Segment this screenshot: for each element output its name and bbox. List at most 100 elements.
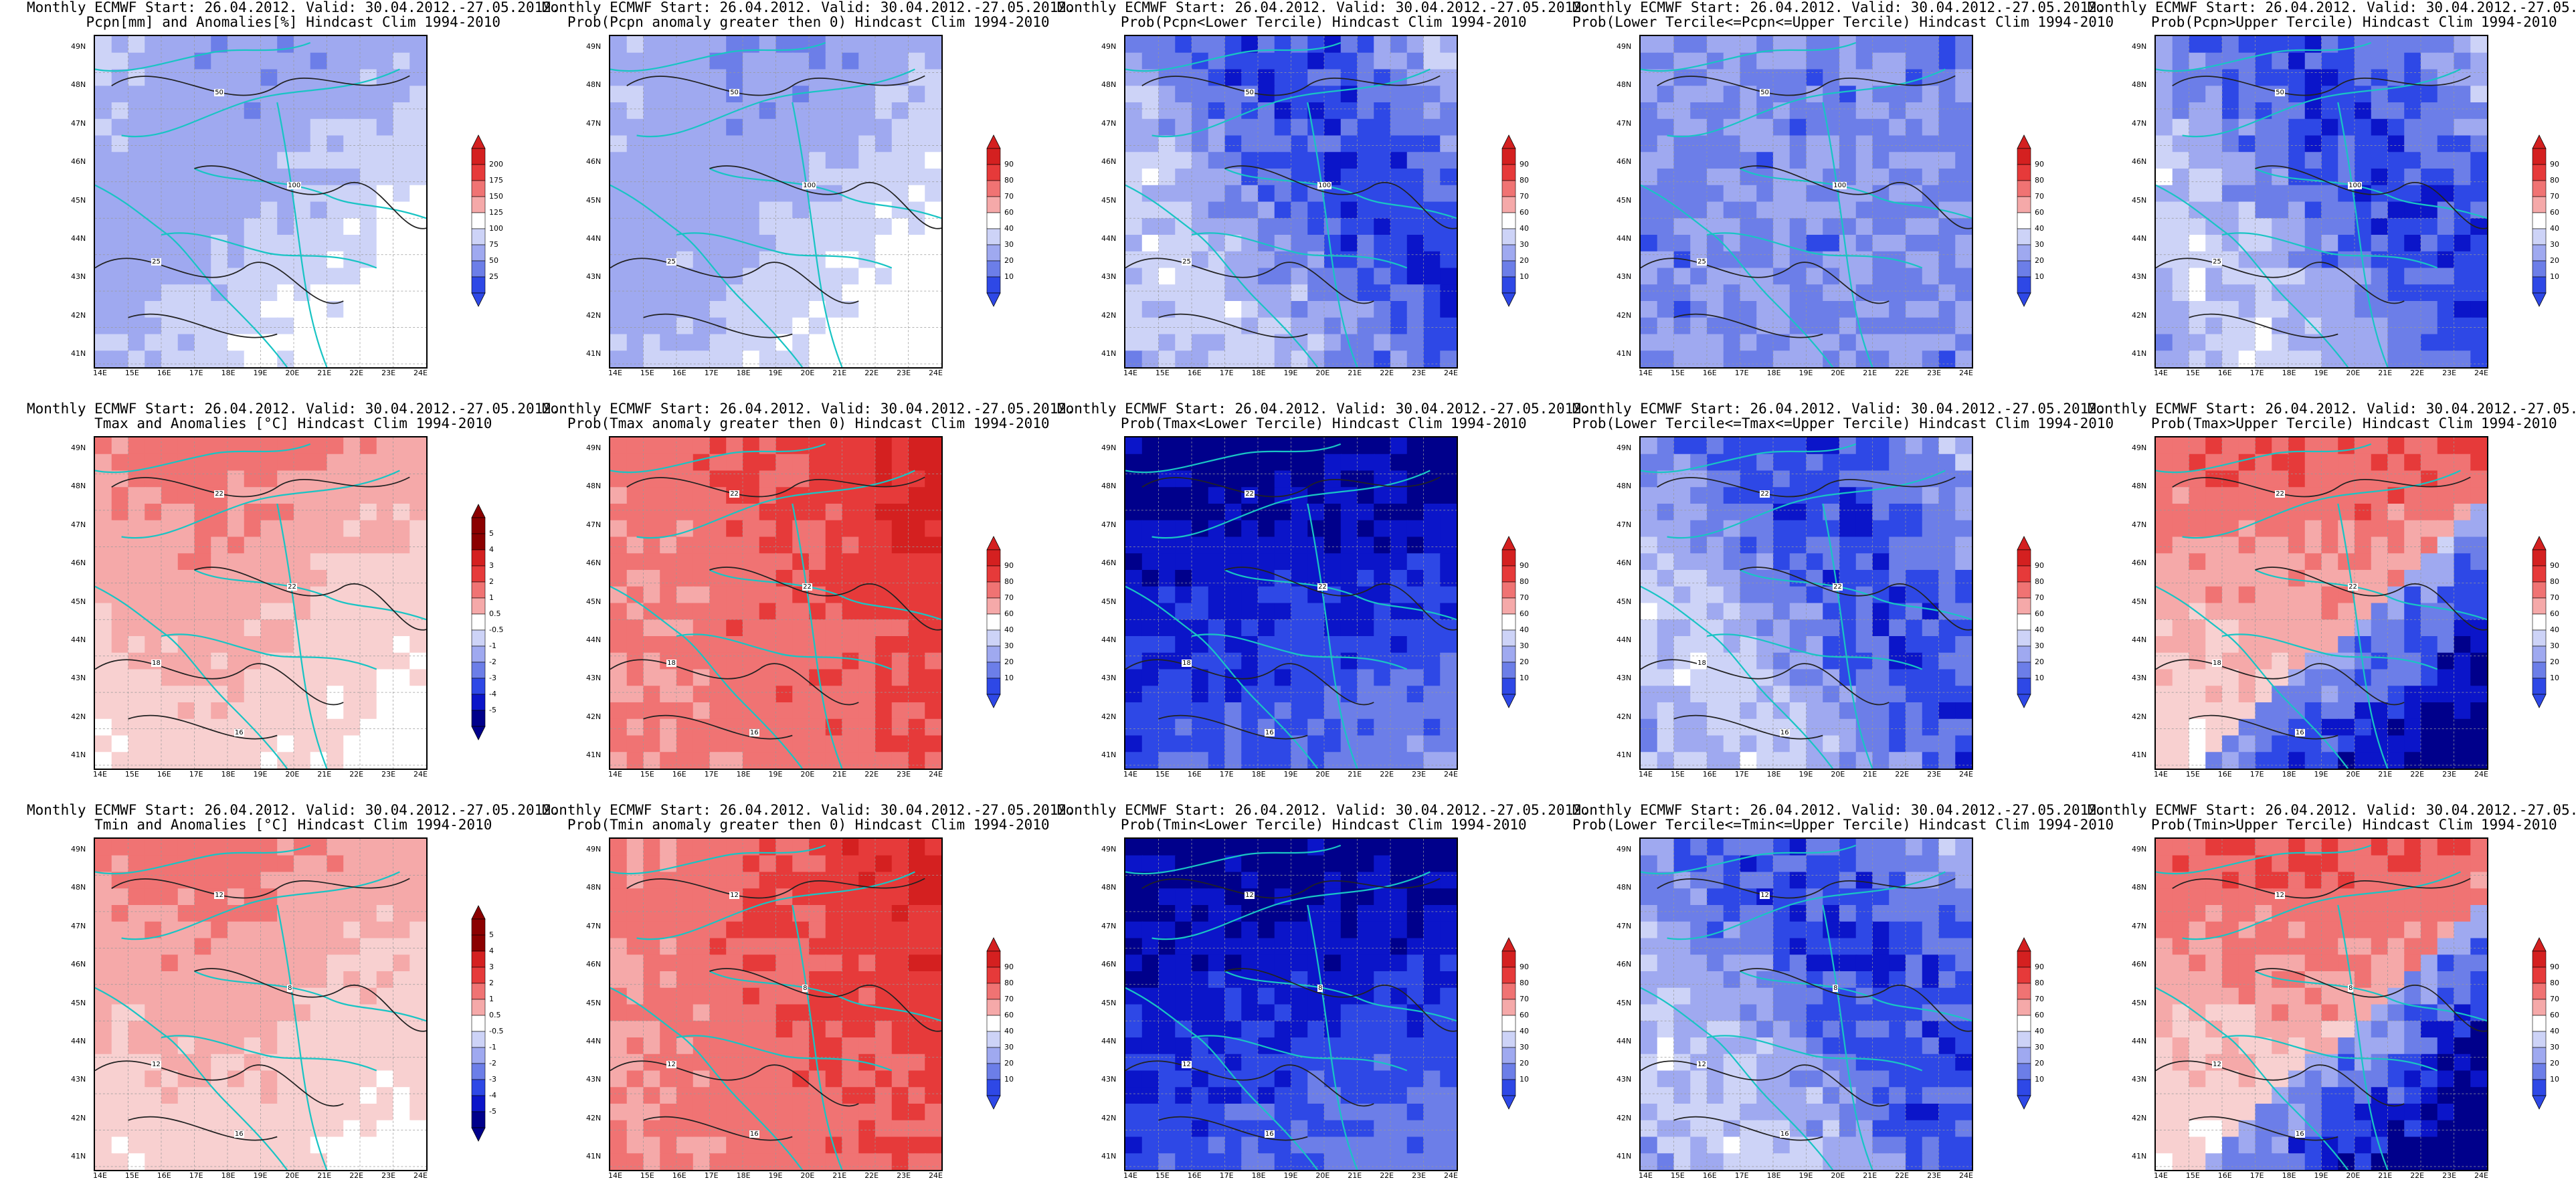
field-cell (925, 487, 941, 505)
field-cell (792, 652, 810, 670)
field-cell (2470, 570, 2487, 588)
field-cell (1291, 201, 1309, 219)
field-cell (1192, 718, 1210, 736)
field-cell (2338, 702, 2356, 720)
colorbar-tick-label: 40 (1004, 625, 1014, 634)
field-cell (2172, 520, 2190, 538)
field-cell (1274, 201, 1292, 219)
field-cell (1789, 586, 1807, 604)
field-cell (1789, 201, 1807, 219)
field-cell (693, 669, 711, 687)
field-cell (1208, 570, 1226, 588)
field-cell (310, 1153, 328, 1170)
field-cell (409, 718, 426, 736)
lon-tick-label: 19E (1799, 770, 1813, 779)
field-cell (1175, 317, 1193, 335)
field-cell (2387, 36, 2405, 54)
contour-line (111, 75, 410, 96)
field-cell (343, 152, 361, 170)
field-cell (842, 118, 860, 136)
field-cell (95, 1153, 113, 1170)
colorbar-swatch (2532, 678, 2547, 694)
field-cell (2387, 553, 2405, 571)
panel-tmax-upper: Monthly ECMWF Start: 26.04.2012. Valid: … (2061, 401, 2576, 796)
field-cell (925, 152, 941, 170)
field-cell (643, 169, 661, 187)
map-area: 22 18 22 16 (1639, 436, 1973, 770)
field-cell (393, 36, 411, 54)
field-cell (709, 218, 727, 236)
field-cell (660, 437, 678, 456)
field-cell (792, 619, 810, 637)
field-cell (1955, 251, 1972, 269)
field-cell (194, 603, 212, 621)
field-cell (177, 268, 195, 286)
border-line (1224, 168, 1457, 219)
field-cell (1440, 437, 1457, 456)
field-cell (1673, 718, 1691, 736)
field-cell (1922, 86, 1940, 104)
colorbar-swatch (2532, 260, 2547, 277)
field-cell (2304, 118, 2322, 136)
field-cell (1641, 487, 1659, 505)
field-cell (1125, 185, 1143, 203)
lon-tick-label: 17E (2249, 770, 2264, 779)
field-cell (908, 268, 926, 286)
field-cell (2172, 317, 2190, 335)
field-cell (95, 317, 113, 335)
field-cell (2454, 752, 2472, 769)
colorbar-tick-label: 75 (489, 239, 498, 249)
field-cell (244, 855, 262, 873)
field-cell (2355, 603, 2373, 621)
field-cell (2387, 735, 2405, 753)
field-cell (1789, 619, 1807, 637)
field-cell (891, 201, 909, 219)
field-cell (1357, 36, 1375, 54)
field-cell (1690, 169, 1708, 187)
field-cell (2304, 52, 2322, 70)
field-cell (858, 735, 877, 753)
field-cell (1274, 135, 1292, 153)
field-cell (161, 169, 179, 187)
field-cell (925, 553, 941, 571)
field-cell (2404, 350, 2422, 367)
colorbar-swatch (2532, 276, 2547, 293)
field-cell (1938, 69, 1956, 87)
field-cell (1274, 152, 1292, 170)
field-cell (177, 1136, 195, 1155)
colorbar-tick-label: 90 (1520, 159, 1529, 169)
field-cell (1839, 718, 1857, 736)
field-cell (1641, 504, 1659, 522)
field-cell (1440, 570, 1457, 588)
field-cell (925, 520, 941, 538)
field-cell (376, 350, 394, 367)
field-cell (294, 1136, 312, 1155)
field-cell (1274, 284, 1292, 302)
field-cell (1707, 135, 1725, 153)
field-cell (1141, 520, 1160, 538)
field-cell (161, 603, 179, 621)
field-cell (177, 301, 195, 319)
field-cell (610, 185, 628, 203)
field-cell (2421, 235, 2439, 253)
field-cell (1192, 686, 1210, 704)
field-cell (1938, 102, 1956, 120)
field-cell (2172, 702, 2190, 720)
border-line (1224, 569, 1457, 621)
field-cell (310, 69, 328, 87)
colorbar-swatch (2532, 212, 2547, 229)
field-cell (2454, 553, 2472, 571)
colorbar-tick-label: 90 (1004, 561, 1014, 570)
field-cell (1673, 268, 1691, 286)
field-cell (1641, 218, 1659, 236)
field-cell (1673, 152, 1691, 170)
field-cell (1357, 201, 1375, 219)
field-cell (2272, 702, 2290, 720)
lat-tick-label: 41N (1617, 349, 1632, 358)
field-cell (1390, 218, 1408, 236)
contour-line (1657, 75, 1956, 96)
colorbar-swatch (471, 148, 486, 165)
field-cell (177, 86, 195, 104)
field-cell (2156, 284, 2174, 302)
field-cell (161, 971, 179, 989)
